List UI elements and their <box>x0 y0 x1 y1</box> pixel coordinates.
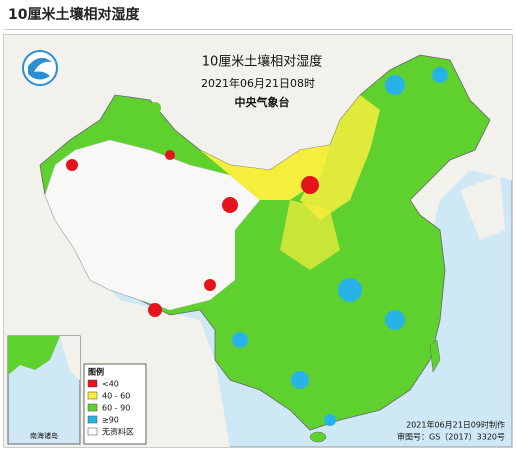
hainan <box>309 431 327 443</box>
humidity-zone <box>66 159 78 171</box>
legend-label: 60 - 90 <box>102 404 130 413</box>
humidity-zone <box>200 145 330 200</box>
footer-text: 审图号：GS（2017）3320号 <box>397 432 505 442</box>
humidity-zone <box>291 371 309 389</box>
legend-swatch <box>87 415 98 424</box>
legend-label: 40 - 60 <box>102 392 130 401</box>
divider <box>4 29 513 30</box>
humidity-zone <box>280 200 340 270</box>
map-issuer: 中央气象台 <box>235 95 290 109</box>
humidity-zone <box>338 278 362 302</box>
logo <box>28 57 52 80</box>
inset-label: 南海诸岛 <box>30 431 58 440</box>
inset-land <box>8 336 60 375</box>
humidity-zone <box>222 197 238 213</box>
humidity-zone <box>300 95 380 220</box>
legend-title: 图例 <box>88 367 104 377</box>
humidity-zone <box>301 176 319 194</box>
map-subtitle: 2021年06月21日08时 <box>201 76 315 90</box>
humidity-zone <box>324 414 336 426</box>
legend-swatch <box>87 379 98 388</box>
humidity-zone <box>148 303 162 317</box>
taiwan <box>429 339 441 373</box>
page-header: 10厘米土壤相对湿度 <box>8 7 140 23</box>
legend-label: ≥90 <box>102 416 119 425</box>
footer-text: 2021年06月21日09时制作 <box>406 420 505 430</box>
legend-label: <40 <box>102 380 119 389</box>
inset-land <box>60 336 80 380</box>
map-title: 10厘米土壤相对湿度 <box>202 54 323 70</box>
legend-items: <40 40 - 60 60 - 90 ≥90 无资料区 <box>87 379 134 437</box>
legend-swatch <box>87 427 98 436</box>
legend-swatch <box>87 391 98 400</box>
neighbor-land <box>460 175 505 240</box>
humidity-zone <box>204 279 216 291</box>
humidity-zone <box>165 150 175 160</box>
humidity-zone <box>385 75 405 95</box>
humidity-zone <box>432 67 448 83</box>
humidity-zone <box>385 310 405 330</box>
humidity-zone <box>232 332 248 348</box>
humidity-zone <box>149 102 161 114</box>
no-data-area <box>44 139 261 311</box>
legend-label: 无资料区 <box>102 427 134 437</box>
legend-swatch <box>87 403 98 412</box>
